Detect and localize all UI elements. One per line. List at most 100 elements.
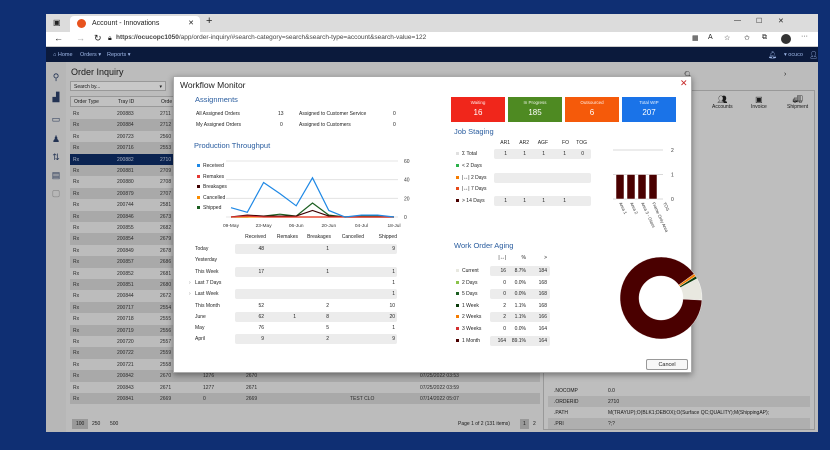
disabled-icon[interactable]: ▢: [51, 188, 61, 198]
read-aloud-icon[interactable]: A: [708, 34, 713, 41]
throughput-value[interactable]: 62: [258, 313, 264, 320]
table-row[interactable]: Rx 200721 2558: [70, 359, 540, 370]
throughput-value[interactable]: 17: [258, 268, 264, 275]
page-size-500[interactable]: 500: [110, 421, 119, 427]
shipment-button[interactable]: 🚚︎ Shipment: [787, 95, 808, 110]
lock-icon[interactable]: 🔒︎: [108, 35, 112, 42]
throughput-value[interactable]: 1: [392, 279, 395, 286]
table-row[interactable]: Rx 200844 2672: [70, 290, 540, 301]
col-order[interactable]: Orde: [161, 99, 173, 105]
col-order-type[interactable]: Order Type: [74, 99, 99, 105]
tile-total-wip[interactable]: Total WIP 207: [622, 97, 676, 122]
legend-item[interactable]: Received: [203, 163, 224, 169]
customer-service-value[interactable]: 0: [393, 111, 396, 117]
staging-value[interactable]: 1: [504, 151, 507, 157]
invoice-button[interactable]: ▣ Invoice: [751, 95, 767, 110]
accounts-button[interactable]: 👥︎ Accounts: [712, 95, 733, 110]
throughput-value[interactable]: 76: [258, 325, 264, 332]
nav-orders[interactable]: Orders ▾: [80, 52, 102, 58]
table-row[interactable]: Rx 200720 2557: [70, 336, 540, 347]
favorites-icon[interactable]: ✩: [744, 35, 750, 42]
staging-value[interactable]: 1: [523, 198, 526, 205]
throughput-value[interactable]: 1: [392, 268, 395, 275]
more-icon[interactable]: ···: [801, 33, 808, 40]
profile-avatar[interactable]: [781, 34, 791, 44]
staging-value[interactable]: 1: [563, 198, 566, 205]
legend-item[interactable]: Remakes: [203, 173, 225, 180]
tile-in-progress[interactable]: In Progress 185: [508, 97, 562, 122]
bar[interactable]: [637, 174, 647, 200]
reader-icon[interactable]: ▦: [692, 35, 699, 42]
table-row[interactable]: Rx 200723 2560: [70, 131, 540, 142]
tile-waiting[interactable]: Waiting 16: [451, 97, 505, 122]
staging-value[interactable]: 1: [504, 198, 507, 205]
throughput-value[interactable]: 1: [326, 246, 329, 252]
close-tab-icon[interactable]: ✕: [188, 20, 194, 27]
maximize-button[interactable]: ☐: [756, 18, 763, 25]
customers-value[interactable]: 0: [393, 122, 396, 128]
reload-icon[interactable]: ↻: [94, 33, 102, 43]
page-2[interactable]: 2: [533, 421, 536, 427]
table-row[interactable]: Rx 200744 2581: [70, 199, 540, 210]
workflow-icon[interactable]: ⇅: [52, 152, 60, 162]
staging-value[interactable]: 1: [542, 151, 545, 157]
throughput-value[interactable]: 10: [389, 302, 395, 309]
throughput-value[interactable]: 48: [258, 246, 264, 252]
analytics-icon[interactable]: ▟: [52, 92, 60, 102]
aging-count[interactable]: 164: [497, 337, 506, 344]
monitor-icon[interactable]: ▭: [51, 114, 61, 124]
throughput-value[interactable]: 20: [389, 313, 395, 320]
staging-value[interactable]: 1: [523, 151, 526, 157]
throughput-value[interactable]: 9: [261, 336, 264, 343]
bar[interactable]: [626, 174, 636, 200]
layout-icon[interactable]: ▤: [51, 170, 61, 180]
search-icon[interactable]: 🔍︎: [684, 71, 693, 79]
aging-count[interactable]: 0: [503, 291, 506, 298]
page-size-100[interactable]: 100: [72, 419, 89, 429]
table-row[interactable]: Rx 200880 2708: [70, 176, 540, 187]
tile-outsourced[interactable]: Outsourced 6: [565, 97, 619, 122]
new-tab-button[interactable]: +: [206, 15, 213, 27]
aging-count[interactable]: 0: [503, 279, 506, 286]
expand-icon[interactable]: ›: [189, 291, 191, 298]
staging-value[interactable]: 1: [542, 198, 545, 205]
table-row[interactable]: Rx 200841 2669 0 2669 TEST CLO 07/14/2022 05:0…: [70, 393, 540, 405]
forward-icon[interactable]: →: [76, 33, 85, 43]
collections-icon[interactable]: ⧉: [762, 34, 767, 41]
table-row[interactable]: Rx 200883 2711: [70, 108, 540, 119]
table-row[interactable]: Rx 200843 2671 1277 2671 07/25/2022 03:59: [70, 382, 540, 393]
throughput-value[interactable]: 9: [392, 336, 395, 343]
page-size-250[interactable]: 250: [92, 421, 101, 427]
cancel-button[interactable]: Cancel: [646, 359, 688, 370]
donut-slice-1-month[interactable]: [619, 256, 703, 340]
table-row[interactable]: Rx 200849 2678: [70, 245, 540, 256]
user-icon[interactable]: ♟: [51, 134, 61, 144]
throughput-value[interactable]: 1: [293, 313, 296, 320]
nav-home[interactable]: ⌂ Home: [53, 52, 73, 58]
table-row[interactable]: Rx 200842 2670 1276 2670 07/25/2022 03:53: [70, 370, 540, 382]
aging-count[interactable]: 0: [503, 326, 506, 332]
throughput-value[interactable]: 5: [326, 325, 329, 332]
table-row[interactable]: Rx 200718 2555: [70, 313, 540, 324]
page-1[interactable]: 1: [520, 419, 529, 429]
search-by-select[interactable]: Search by... ▾: [70, 81, 166, 91]
throughput-value[interactable]: 8: [326, 313, 329, 320]
throughput-value[interactable]: 52: [258, 302, 264, 309]
close-icon[interactable]: ✕: [680, 78, 688, 88]
customer-search-icon[interactable]: ⚲: [52, 72, 60, 82]
next-icon[interactable]: ›: [784, 71, 787, 78]
favorite-icon[interactable]: ☆: [724, 35, 731, 42]
legend-item[interactable]: Shipped: [203, 205, 222, 211]
back-icon[interactable]: ←: [54, 33, 63, 43]
throughput-value[interactable]: 9: [392, 246, 395, 252]
staging-value[interactable]: 1: [563, 151, 566, 157]
bar[interactable]: [615, 174, 625, 200]
legend-item[interactable]: Cancelled: [203, 194, 226, 201]
minimize-button[interactable]: —: [734, 17, 741, 24]
browser-tab[interactable]: Account - Innovations ✕: [70, 16, 200, 32]
table-row[interactable]: Rx 200855 2682: [70, 222, 540, 233]
throughput-value[interactable]: 2: [326, 336, 329, 343]
table-row[interactable]: Rx 200852 2681: [70, 268, 540, 279]
aging-count[interactable]: 16: [500, 268, 506, 274]
bell-icon[interactable]: 🔔︎: [768, 52, 777, 59]
